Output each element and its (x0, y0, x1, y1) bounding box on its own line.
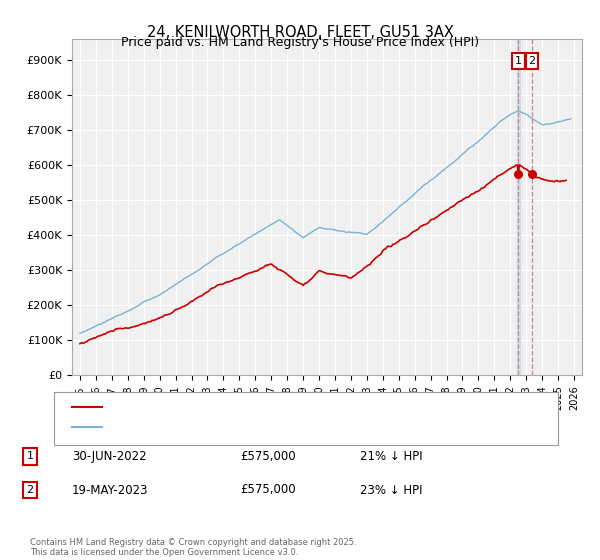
Text: 30-JUN-2022: 30-JUN-2022 (72, 450, 146, 463)
Point (514, 170, 523, 179)
Text: £575,000: £575,000 (240, 483, 296, 497)
Text: 21% ↓ HPI: 21% ↓ HPI (360, 450, 422, 463)
Text: 23% ↓ HPI: 23% ↓ HPI (360, 483, 422, 497)
Text: 24, KENILWORTH ROAD, FLEET, GU51 3AX (detached house): 24, KENILWORTH ROAD, FLEET, GU51 3AX (de… (105, 402, 418, 412)
Text: £575,000: £575,000 (240, 450, 296, 463)
Text: 1: 1 (26, 451, 34, 461)
Text: 2: 2 (26, 485, 34, 495)
Text: 24, KENILWORTH ROAD, FLEET, GU51 3AX: 24, KENILWORTH ROAD, FLEET, GU51 3AX (146, 25, 454, 40)
Point (527, 170, 537, 179)
Text: Contains HM Land Registry data © Crown copyright and database right 2025.
This d: Contains HM Land Registry data © Crown c… (30, 538, 356, 557)
Text: HPI: Average price, detached house, Hart: HPI: Average price, detached house, Hart (105, 422, 320, 432)
Text: Price paid vs. HM Land Registry's House Price Index (HPI): Price paid vs. HM Land Registry's House … (121, 36, 479, 49)
Text: 19-MAY-2023: 19-MAY-2023 (72, 483, 149, 497)
Text: 2: 2 (529, 56, 536, 66)
Text: 1: 1 (515, 56, 522, 66)
Bar (517, 39, 520, 375)
